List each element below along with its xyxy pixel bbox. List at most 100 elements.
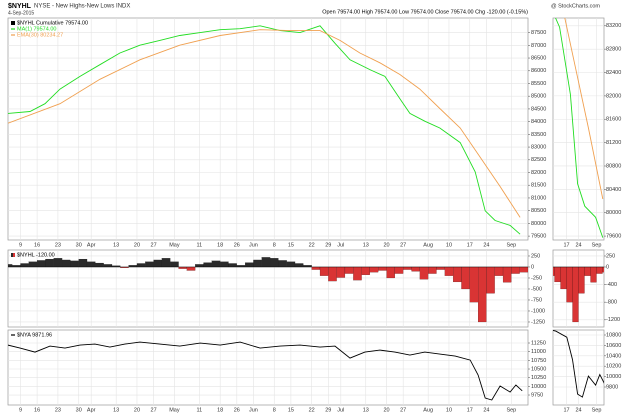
x-tick-label: 9	[19, 242, 22, 248]
quote: Open 79574.00 High 79574.00 Low 79574.00…	[322, 9, 528, 15]
source: @ StockCharts.com	[551, 3, 600, 9]
bar	[566, 266, 573, 303]
series-line	[8, 25, 521, 235]
bar	[369, 266, 379, 273]
y-tick-label: -400	[606, 282, 617, 288]
bar	[411, 266, 420, 272]
y-tick-label: -800	[606, 300, 617, 306]
x-tick-label: 24	[483, 242, 489, 248]
bar	[394, 266, 404, 274]
x-tick-label: 20	[383, 407, 389, 413]
series-line	[555, 18, 604, 238]
bar	[584, 266, 591, 276]
bar	[270, 258, 279, 268]
bar	[203, 262, 212, 268]
legend-label: $NYA 9871.96	[17, 332, 52, 338]
x-tick-label: Jun	[249, 242, 258, 248]
x-tick-label: 20	[383, 242, 389, 248]
bar	[20, 263, 29, 268]
bar	[228, 263, 237, 268]
x-tick-label: Sep	[592, 407, 602, 413]
bar	[494, 266, 504, 276]
y-tick-label: 10750	[531, 358, 546, 364]
bar	[361, 266, 370, 275]
panel-frame	[7, 17, 529, 241]
plot-area	[553, 330, 604, 405]
panel-frame	[7, 329, 529, 406]
header-title: NYSE - New Highs-New Lows INDX	[34, 4, 130, 10]
y-tick-label: 10800	[606, 332, 621, 338]
y-tick-label: 86500	[531, 55, 546, 61]
x-tick-label: Apr	[87, 242, 96, 248]
plot-area	[537, 250, 604, 327]
y-tick-label: 80000	[606, 210, 621, 216]
x-tick-label: 26	[234, 242, 240, 248]
bar	[436, 266, 445, 270]
y-tick-label: 10000	[606, 374, 621, 380]
y-tick-label: 82500	[531, 157, 546, 163]
bar	[170, 261, 179, 268]
y-tick-label: 81000	[531, 195, 546, 201]
bar	[511, 266, 520, 274]
bar	[62, 259, 71, 268]
x-tick-label: 24	[483, 407, 489, 413]
bar	[78, 258, 88, 268]
x-tick-label: 30	[76, 242, 82, 248]
y-tick-label: 80800	[606, 163, 621, 169]
bar	[311, 266, 321, 270]
legend-label: EMA(30) 80234.27	[17, 32, 63, 38]
x-tick-label: May	[169, 407, 180, 413]
plot-area	[8, 250, 528, 327]
series-line	[8, 341, 523, 401]
x-tick-label: 20	[134, 407, 140, 413]
y-tick-label: 80400	[606, 187, 621, 193]
x-tick-label: 17	[563, 242, 569, 248]
x-tick-label: 26	[234, 407, 240, 413]
x-tick-label: 22	[309, 242, 315, 248]
y-tick-label: 82000	[531, 170, 546, 176]
legend-swatch	[13, 253, 15, 257]
y-tick-label: 82000	[606, 93, 621, 99]
legend-label: $NYHL -120.00	[17, 252, 55, 258]
bar	[286, 261, 296, 268]
x-tick-label: 17	[467, 242, 473, 248]
x-tick-label: 30	[76, 407, 82, 413]
bar	[386, 266, 395, 279]
bar	[278, 260, 287, 268]
bar	[328, 266, 337, 282]
bar	[403, 266, 412, 270]
bar	[195, 264, 204, 268]
y-tick-label: -1000	[531, 308, 545, 314]
bar	[245, 262, 254, 268]
bar	[8, 264, 13, 268]
x-tick-label: 8	[273, 407, 276, 413]
date: 4-Sep-2015	[8, 10, 34, 16]
y-tick-label: 83000	[531, 145, 546, 151]
y-tick-label: 79500	[531, 234, 546, 240]
bar	[211, 260, 221, 268]
bar	[578, 266, 585, 294]
bar	[186, 266, 196, 271]
x-tick-label: 13	[363, 407, 369, 413]
y-tick-label: 87000	[531, 43, 546, 49]
bar	[95, 262, 104, 268]
y-tick-label: 83500	[531, 132, 546, 138]
x-tick-label: Jul	[337, 242, 344, 248]
x-tick-label: 22	[309, 407, 315, 413]
bar	[537, 267, 543, 274]
bar	[294, 263, 304, 268]
bar	[469, 266, 479, 303]
bar	[303, 265, 312, 268]
y-tick-label: 10600	[606, 343, 621, 349]
x-tick-label: 9	[19, 407, 22, 413]
x-tick-label: 24	[575, 407, 581, 413]
x-tick-label: 11	[197, 407, 203, 413]
y-tick-label: 9750	[531, 392, 543, 398]
bar	[161, 258, 171, 268]
bar	[353, 266, 362, 281]
bar	[378, 266, 387, 271]
y-tick-label: 10400	[606, 353, 621, 359]
x-tick-label: 10	[446, 407, 452, 413]
y-tick-label: 80000	[531, 221, 546, 227]
x-tick-label: Sep	[592, 242, 602, 248]
